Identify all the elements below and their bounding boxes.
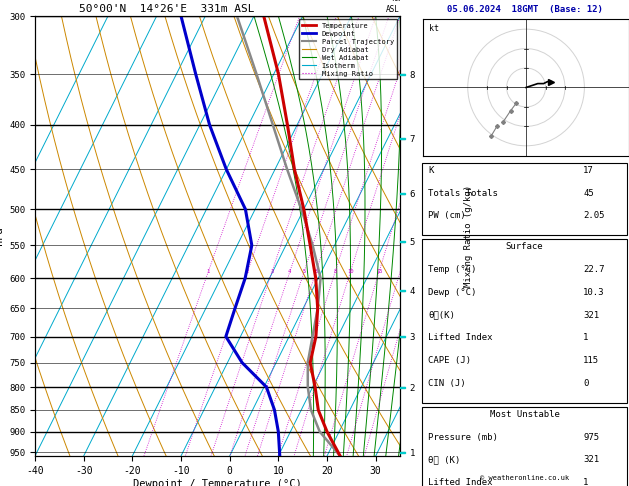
Text: 15: 15 — [376, 269, 382, 275]
Text: 05.06.2024  18GMT  (Base: 12): 05.06.2024 18GMT (Base: 12) — [447, 5, 603, 14]
Text: 5: 5 — [303, 269, 306, 275]
Text: K: K — [428, 166, 434, 175]
Text: Totals Totals: Totals Totals — [428, 189, 498, 198]
Y-axis label: hPa: hPa — [0, 226, 4, 245]
Text: Pressure (mb): Pressure (mb) — [428, 433, 498, 442]
Text: 1: 1 — [583, 333, 588, 343]
Text: 6: 6 — [314, 269, 318, 275]
Text: 3: 3 — [270, 269, 274, 275]
Text: 45: 45 — [583, 189, 594, 198]
Text: Lifted Index: Lifted Index — [428, 333, 493, 343]
Text: 17: 17 — [583, 166, 594, 175]
Y-axis label: Mixing Ratio (g/kg): Mixing Ratio (g/kg) — [464, 185, 473, 287]
Text: 975: 975 — [583, 433, 599, 442]
Text: 2.05: 2.05 — [583, 211, 604, 221]
Text: θᴄ (K): θᴄ (K) — [428, 455, 460, 465]
Text: 22.7: 22.7 — [583, 265, 604, 274]
Text: PW (cm): PW (cm) — [428, 211, 466, 221]
Text: 8: 8 — [333, 269, 337, 275]
Text: 1: 1 — [206, 269, 210, 275]
Text: 10.3: 10.3 — [583, 288, 604, 297]
Text: 321: 321 — [583, 455, 599, 465]
Legend: Temperature, Dewpoint, Parcel Trajectory, Dry Adiabat, Wet Adiabat, Isotherm, Mi: Temperature, Dewpoint, Parcel Trajectory… — [299, 19, 396, 79]
Text: CAPE (J): CAPE (J) — [428, 356, 471, 365]
Text: 10: 10 — [347, 269, 353, 275]
Text: km
ASL: km ASL — [386, 0, 400, 14]
Text: 321: 321 — [583, 311, 599, 320]
Text: 1: 1 — [583, 478, 588, 486]
Text: 50°00'N  14°26'E  331m ASL: 50°00'N 14°26'E 331m ASL — [79, 4, 254, 14]
Text: Surface: Surface — [506, 242, 543, 251]
Text: 2: 2 — [246, 269, 249, 275]
Text: © weatheronline.co.uk: © weatheronline.co.uk — [480, 475, 569, 481]
Text: CIN (J): CIN (J) — [428, 379, 466, 388]
Text: 115: 115 — [583, 356, 599, 365]
Text: Most Unstable: Most Unstable — [489, 410, 559, 419]
Text: θᴄ(K): θᴄ(K) — [428, 311, 455, 320]
Text: Temp (°C): Temp (°C) — [428, 265, 477, 274]
Text: 0: 0 — [583, 379, 588, 388]
X-axis label: Dewpoint / Temperature (°C): Dewpoint / Temperature (°C) — [133, 479, 302, 486]
Text: Dewp (°C): Dewp (°C) — [428, 288, 477, 297]
Text: Lifted Index: Lifted Index — [428, 478, 493, 486]
Text: 4: 4 — [288, 269, 291, 275]
Text: kt: kt — [430, 23, 439, 33]
